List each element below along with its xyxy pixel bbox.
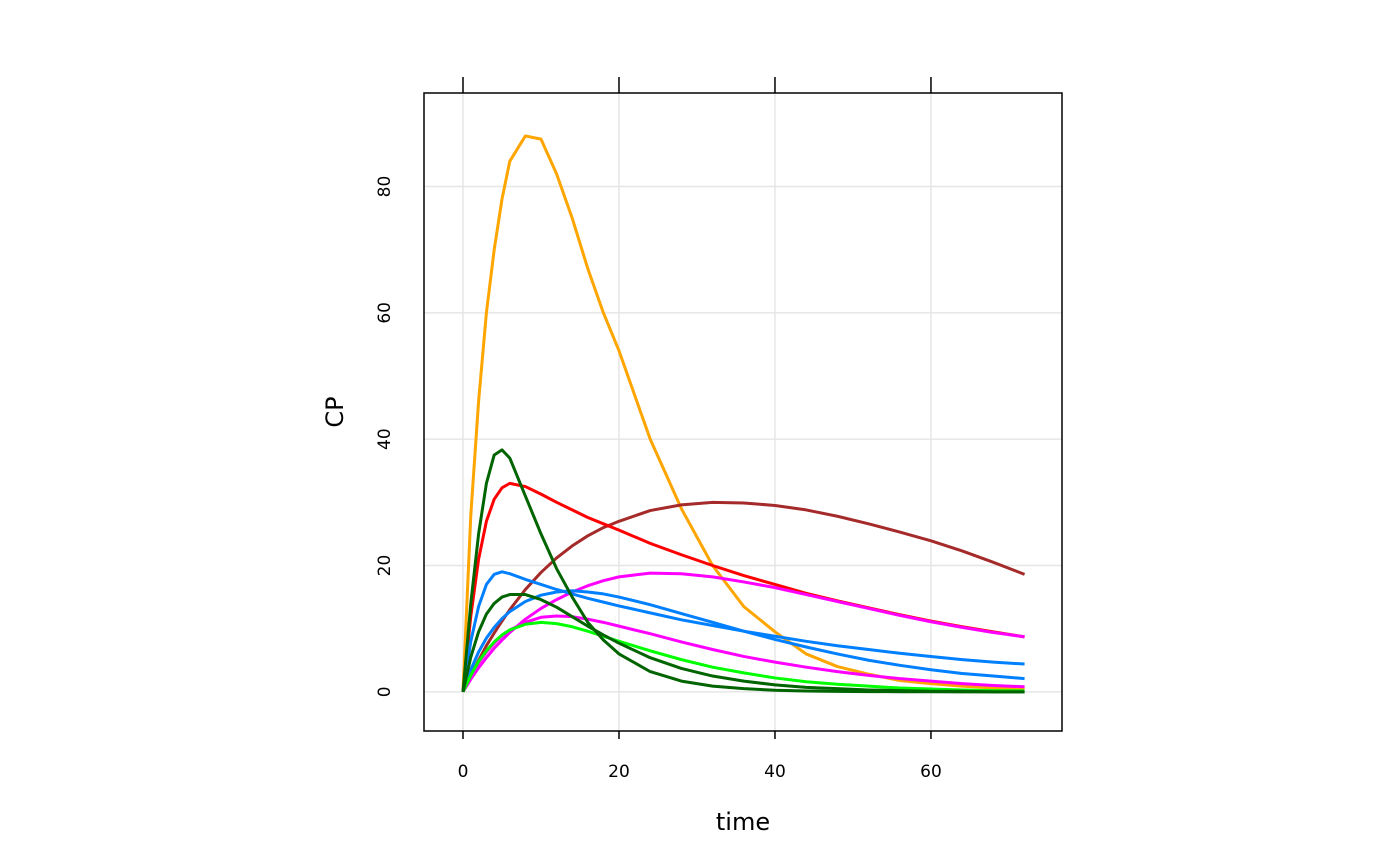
series-line xyxy=(461,448,1025,694)
x-tick-label: 40 xyxy=(764,762,786,782)
plot-border xyxy=(423,92,1063,732)
x-tick-label: 20 xyxy=(608,762,630,782)
y-tick-label: 0 xyxy=(375,686,395,697)
series-line xyxy=(461,570,1025,693)
y-tick-label: 20 xyxy=(375,555,395,577)
series-line xyxy=(461,571,1025,693)
y-tick-label: 40 xyxy=(375,428,395,450)
series-line xyxy=(461,134,1025,692)
series-line xyxy=(461,593,1025,694)
y-axis-title: CP xyxy=(321,396,349,427)
series-line xyxy=(461,620,1025,693)
y-tick-label: 60 xyxy=(375,302,395,324)
series-line xyxy=(461,589,1025,693)
x-tick-label: 60 xyxy=(920,762,942,782)
series-line xyxy=(461,500,1026,693)
x-axis-title: time xyxy=(716,808,770,836)
x-tick-label: 0 xyxy=(458,762,469,782)
y-tick-label: 80 xyxy=(375,176,395,198)
